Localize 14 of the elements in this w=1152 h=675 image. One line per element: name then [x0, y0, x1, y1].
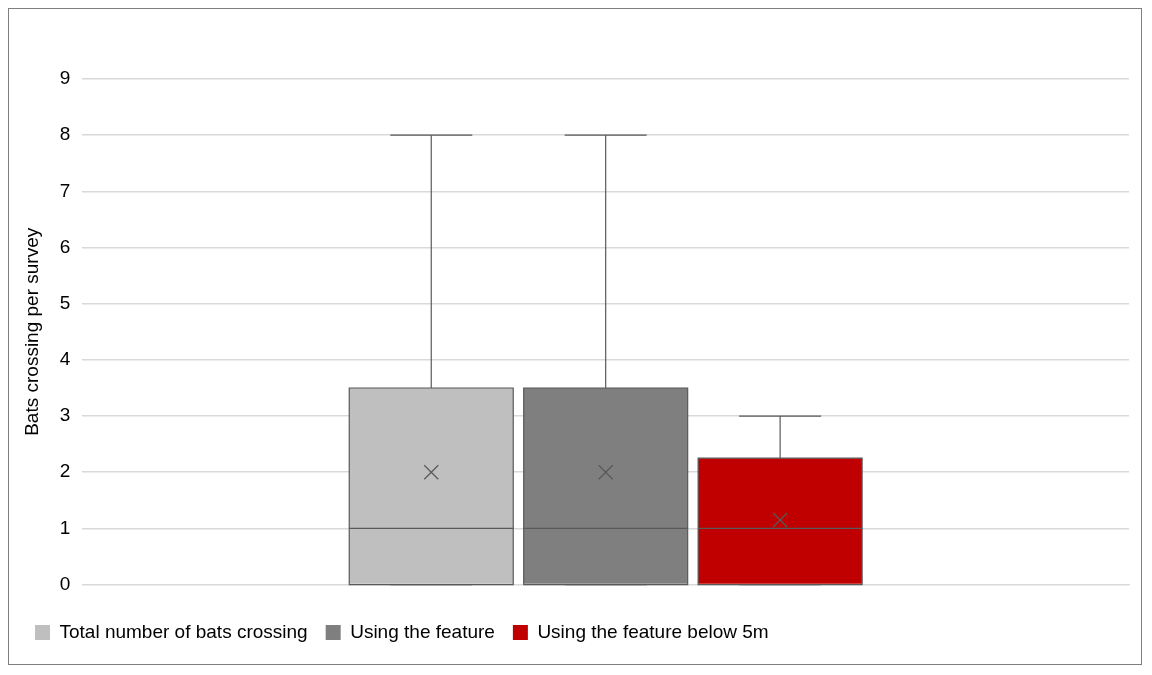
y-tick-label: 4	[59, 348, 71, 370]
legend-label: Total number of bats crossing	[59, 620, 308, 642]
y-tick-label: 8	[59, 123, 71, 145]
y-tick-label: 7	[59, 179, 71, 201]
legend-label: Using the feature below 5m	[537, 620, 769, 642]
y-axis-title: Bats crossing per survey	[20, 227, 42, 436]
y-tick-label: 6	[59, 235, 71, 257]
y-tick-label: 0	[59, 572, 71, 594]
y-tick-label: 9	[59, 67, 71, 89]
y-tick-label: 5	[59, 291, 71, 313]
y-tick-label: 1	[59, 516, 71, 538]
y-tick-label: 3	[59, 404, 71, 426]
y-tick-label: 2	[59, 460, 71, 482]
legend-label: Using the feature	[350, 620, 495, 642]
